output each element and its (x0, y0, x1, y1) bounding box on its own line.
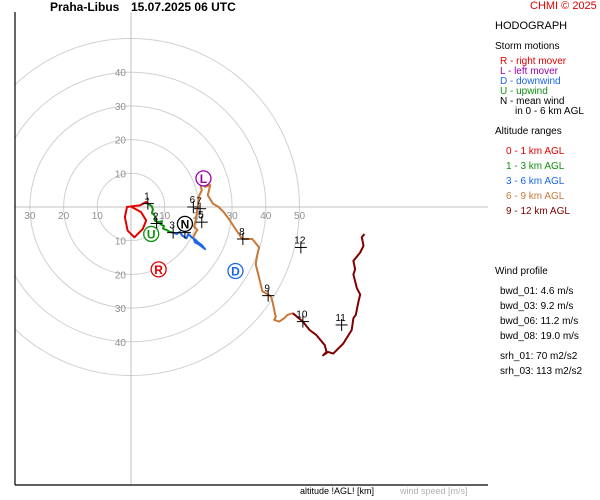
trace-6-9kmAGL (192, 182, 294, 323)
x-right-tick-label: 10 (159, 211, 171, 222)
storm-marker-label-u: U (147, 227, 156, 241)
storm-marker-label-n: N (181, 217, 190, 231)
y-top-tick-label: 20 (115, 136, 127, 147)
height-mark-label: 8 (239, 227, 245, 238)
storm-marker-n (176, 215, 194, 233)
storm-marker-l (195, 170, 212, 187)
bwd-03: bwd_03: 9.2 m/s (500, 301, 574, 312)
trace-0-1kmAGL (123, 200, 149, 239)
legend-downwind: D - downwind (500, 76, 561, 87)
legend-alt-1-3: 1 - 3 km AGL (506, 161, 565, 172)
legend-upwind: U - upwind (500, 86, 548, 97)
wind-profile-title: Wind profile (495, 266, 548, 277)
axis-tick-labels: 10 10 20 20 30 30 40 50 10 10 20 20 30 30 40 40 (24, 68, 305, 349)
height-marks: 123456789101112 (141, 192, 348, 331)
storm-marker-u (143, 225, 160, 243)
legend-mean-wind: N - mean wind (500, 96, 565, 107)
wind-speed-unit-label: wind speed [m/s] (400, 486, 468, 496)
srh-03: srh_03: 113 m2/s2 (500, 366, 583, 377)
legend-alt-6-9: 6 - 9 km AGL (506, 191, 565, 202)
height-mark-label: 12 (294, 235, 306, 246)
height-mark-label: 6 (190, 195, 196, 206)
y-bottom-tick-label: 30 (115, 304, 127, 315)
height-mark-label: 5 (198, 210, 204, 221)
bwd-01: bwd_01: 4.6 m/s (500, 286, 574, 297)
x-left-tick-label: 10 (92, 211, 104, 222)
y-top-tick-label: 10 (115, 169, 127, 180)
height-mark-label: 11 (335, 313, 346, 324)
altitude-unit-label: altitude !AGL! [km] (300, 486, 375, 496)
x-left-tick-label: 20 (58, 211, 70, 222)
height-mark-label: 2 (153, 212, 159, 223)
y-top-tick-label: 40 (115, 68, 127, 79)
x-left-tick-label: 30 (24, 211, 36, 222)
srh-01: srh_01: 70 m2/s2 (500, 351, 578, 362)
storm-marker-label-l: L (200, 172, 207, 186)
copyright: CHMI © 2025 (530, 0, 597, 12)
altitude-ranges-title: Altitude ranges (495, 126, 562, 137)
y-bottom-tick-label: 40 (115, 338, 127, 349)
storm-marker-d (227, 262, 244, 280)
height-mark-label: 3 (169, 221, 175, 232)
bwd-06: bwd_06: 11.2 m/s (500, 316, 579, 327)
y-top-tick-label: 30 (115, 102, 127, 113)
storm-marker-r (150, 261, 167, 278)
x-right-tick-label: 20 (193, 211, 205, 222)
legend-alt-9-12: 9 - 12 km AGL (506, 206, 570, 217)
storm-marker-label-d: D (231, 265, 240, 279)
y-bottom-tick-label: 10 (115, 237, 127, 248)
trace-9-12kmAGL (292, 233, 366, 357)
legend-left-mover: L - left mover (500, 66, 558, 77)
storm-motion-markers: R L D U N (143, 170, 244, 280)
legend-title: HODOGRAPH (495, 20, 568, 32)
trace-1-3kmAGL (147, 202, 174, 234)
legend-right-mover: R - right mover (500, 56, 567, 67)
x-right-tick-label: 40 (260, 211, 272, 222)
station-name: Praha-Libus (50, 0, 120, 14)
storm-motions-title: Storm motions (495, 41, 560, 52)
legend-mean-wind-range: in 0 - 6 km AGL (515, 106, 584, 117)
x-right-tick-label: 30 (227, 211, 239, 222)
x-right-tick-label: 50 (294, 211, 306, 222)
y-bottom-tick-label: 20 (115, 270, 127, 281)
height-mark-label: 10 (296, 310, 308, 321)
date-time: 15.07.2025 06 UTC (131, 0, 236, 14)
hodograph-grid (15, 12, 488, 485)
legend-alt-0-1: 0 - 1 km AGL (506, 146, 565, 157)
height-mark-label: 7 (196, 197, 202, 208)
height-mark-label: 9 (264, 284, 270, 295)
legend-alt-3-6: 3 - 6 km AGL (506, 176, 565, 187)
storm-marker-label-r: R (154, 263, 163, 277)
height-mark-label: 1 (144, 192, 150, 203)
bwd-08: bwd_08: 19.0 m/s (500, 331, 579, 342)
